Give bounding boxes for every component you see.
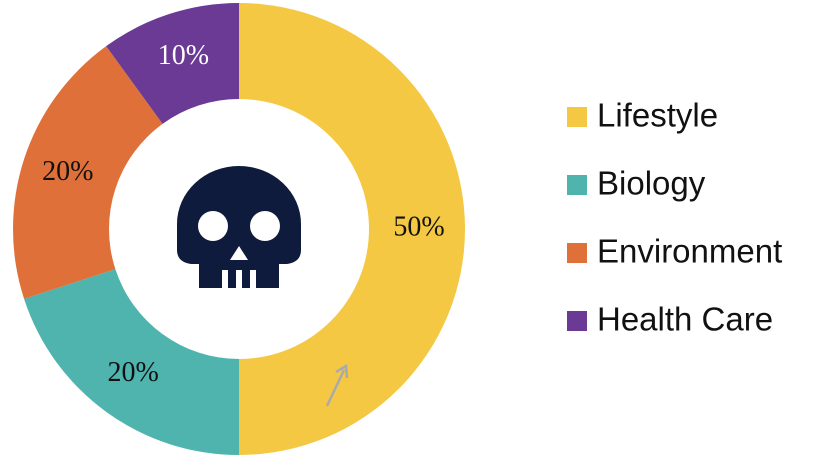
legend-swatch bbox=[567, 243, 587, 263]
legend-swatch bbox=[567, 107, 587, 127]
value-label: 20% bbox=[42, 156, 93, 187]
legend-label: Environment bbox=[597, 233, 782, 270]
slice bbox=[13, 46, 163, 299]
legend-swatch bbox=[567, 311, 587, 331]
legend-label: Health Care bbox=[597, 301, 773, 338]
value-label: 50% bbox=[393, 211, 444, 242]
value-label: 10% bbox=[158, 40, 209, 71]
slice bbox=[239, 3, 465, 455]
skull-icon bbox=[177, 166, 301, 288]
legend: Lifestyle Biology Environment Health Care bbox=[567, 97, 782, 338]
arrow bbox=[325, 363, 349, 407]
value-label: 20% bbox=[108, 357, 159, 388]
legend-label: Lifestyle bbox=[597, 97, 718, 134]
slice bbox=[106, 3, 240, 124]
donut bbox=[13, 3, 465, 455]
legend-label: Biology bbox=[597, 165, 706, 202]
legend-swatch bbox=[567, 175, 587, 195]
slice bbox=[24, 269, 239, 455]
